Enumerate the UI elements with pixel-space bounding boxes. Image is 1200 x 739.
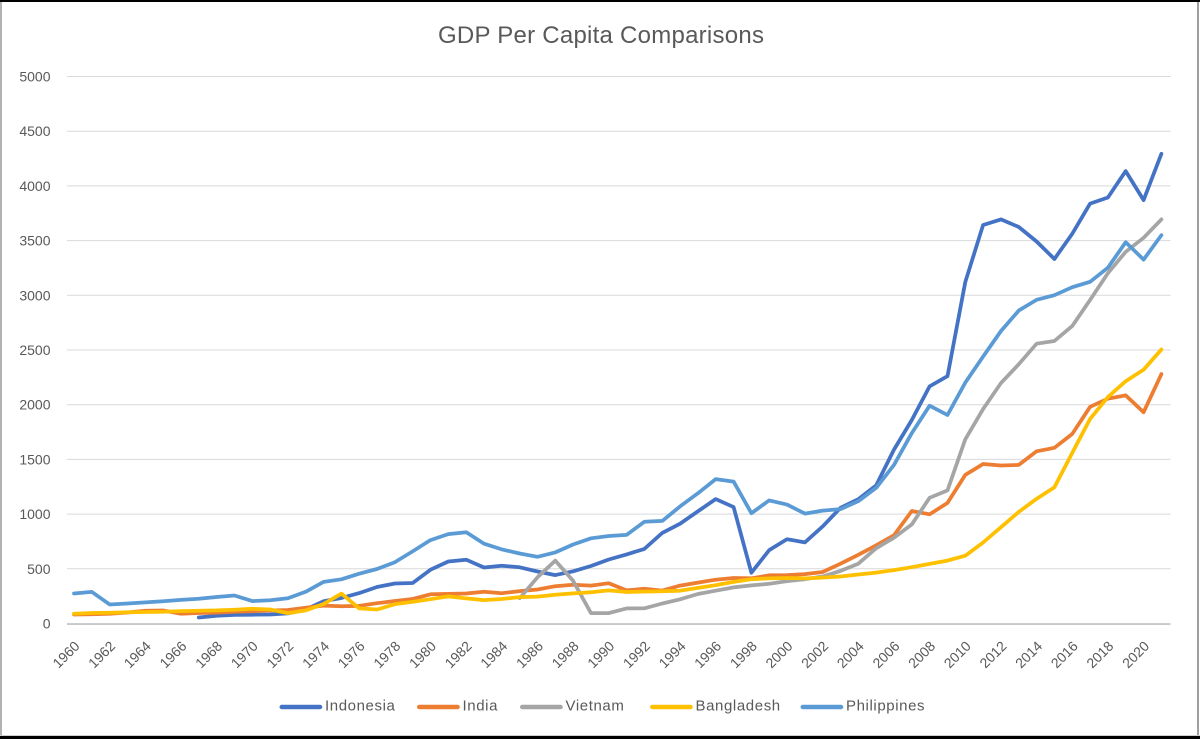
svg-text:2014: 2014 [1012, 638, 1045, 671]
svg-text:1962: 1962 [85, 638, 118, 671]
svg-text:5000: 5000 [19, 69, 50, 85]
svg-text:1990: 1990 [584, 638, 617, 671]
svg-text:4500: 4500 [19, 123, 50, 139]
svg-text:1972: 1972 [263, 638, 296, 671]
svg-text:1960: 1960 [49, 638, 82, 671]
svg-text:2008: 2008 [905, 638, 938, 671]
svg-text:1980: 1980 [406, 638, 439, 671]
svg-text:3500: 3500 [19, 233, 50, 249]
svg-text:Bangladesh: Bangladesh [696, 698, 781, 715]
svg-text:2004: 2004 [834, 638, 867, 671]
svg-text:0: 0 [43, 616, 51, 632]
svg-text:Philippines: Philippines [846, 698, 925, 715]
svg-text:1974: 1974 [299, 638, 332, 671]
svg-text:3000: 3000 [19, 287, 50, 303]
svg-text:1984: 1984 [477, 638, 510, 671]
svg-text:1978: 1978 [370, 638, 403, 671]
svg-text:1982: 1982 [441, 638, 474, 671]
svg-text:1998: 1998 [727, 638, 760, 671]
svg-text:2000: 2000 [762, 638, 795, 671]
svg-text:4000: 4000 [19, 178, 50, 194]
svg-text:2018: 2018 [1083, 638, 1116, 671]
svg-text:2000: 2000 [19, 397, 50, 413]
svg-text:2006: 2006 [869, 638, 902, 671]
svg-text:2010: 2010 [941, 638, 974, 671]
svg-text:1988: 1988 [548, 638, 581, 671]
svg-text:Vietnam: Vietnam [566, 698, 625, 715]
svg-text:2500: 2500 [19, 342, 50, 358]
svg-text:1500: 1500 [19, 451, 50, 467]
svg-text:GDP Per Capita Comparisons: GDP Per Capita Comparisons [438, 22, 764, 49]
svg-text:1966: 1966 [156, 638, 189, 671]
svg-text:1970: 1970 [228, 638, 261, 671]
svg-text:1994: 1994 [655, 638, 688, 671]
svg-text:1992: 1992 [620, 638, 653, 671]
svg-text:2002: 2002 [798, 638, 831, 671]
svg-text:1976: 1976 [334, 638, 367, 671]
svg-text:500: 500 [27, 561, 51, 577]
svg-text:2020: 2020 [1119, 638, 1152, 671]
svg-text:2012: 2012 [976, 638, 1009, 671]
svg-text:1968: 1968 [192, 638, 225, 671]
svg-text:2016: 2016 [1048, 638, 1081, 671]
svg-text:1986: 1986 [513, 638, 546, 671]
svg-text:1996: 1996 [691, 638, 724, 671]
svg-text:1000: 1000 [19, 506, 50, 522]
svg-text:Indonesia: Indonesia [325, 698, 396, 715]
svg-text:1964: 1964 [121, 638, 154, 671]
svg-text:India: India [463, 698, 499, 715]
